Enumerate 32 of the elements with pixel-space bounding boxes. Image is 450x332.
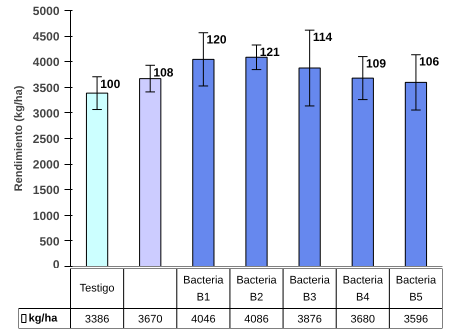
data-label: 4086 [244, 314, 269, 326]
y-tick-label: 3000 [32, 106, 60, 120]
x-tick-label: Bacteria B4 [342, 274, 384, 304]
annotation: 108 [153, 65, 174, 80]
y-tick-label: 500 [39, 234, 60, 248]
y-axis-title: Rendimiento (kg/ha) [12, 85, 25, 192]
x-tick-label: Testigo [80, 282, 115, 294]
y-tick-label: 1000 [32, 208, 60, 223]
y-tick-label: 3500 [32, 80, 60, 95]
y-tick-label: 1500 [32, 183, 60, 198]
data-label: 3596 [404, 314, 428, 326]
x-tick-label: Bacteria B2 [236, 274, 278, 304]
annotation: 120 [206, 32, 227, 47]
annotation: 114 [312, 30, 333, 44]
data-label: 3386 [84, 314, 110, 326]
data-label: 3680 [350, 314, 376, 326]
x-tick-label: Bacteria B1 [183, 274, 224, 304]
annotation: 106 [419, 54, 440, 69]
x-tick-label: Bacteria B5 [396, 274, 437, 304]
y-tick-label: 5000 [32, 4, 60, 18]
annotation: 109 [366, 56, 386, 71]
data-label: 3670 [138, 314, 162, 326]
legend-label: kg/ha [28, 312, 58, 324]
annotation: 121 [260, 45, 280, 60]
y-tick-label: 2500 [32, 132, 60, 146]
x-tick-label: Bacteria B3 [289, 274, 331, 304]
annotation: 100 [100, 76, 121, 91]
data-label: 3876 [297, 314, 322, 326]
y-tick-label: 4000 [32, 55, 60, 70]
data-label: 4046 [191, 314, 216, 326]
y-tick-label: 2000 [32, 158, 60, 172]
y-tick-label: 4500 [32, 30, 60, 44]
